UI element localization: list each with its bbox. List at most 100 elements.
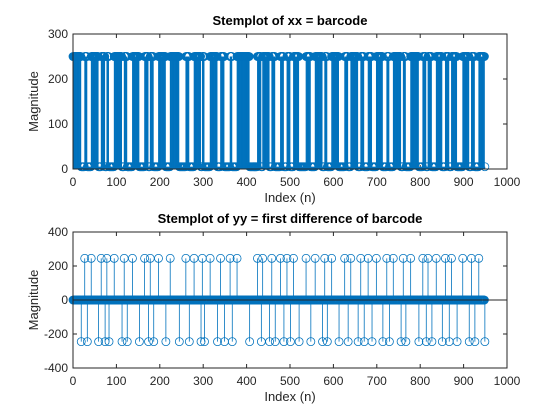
- stem-marker: [431, 253, 441, 263]
- stem-marker: [184, 337, 194, 347]
- bottom-stem-plot: Stemplot of yy = first difference of bar…: [26, 211, 521, 404]
- stem-marker: [320, 253, 330, 263]
- stem-marker: [458, 253, 468, 263]
- x-tick-label: 100: [106, 175, 126, 189]
- stem-marker: [306, 337, 316, 347]
- top-stem-plot: Stemplot of xx = barcode Magnitude Index…: [26, 13, 521, 205]
- stem-marker: [382, 253, 392, 263]
- stem-marker: [480, 337, 490, 347]
- stem-marker: [464, 337, 474, 347]
- stem-marker: [396, 337, 406, 347]
- stem-marker: [265, 337, 275, 347]
- stem-marker: [289, 253, 298, 263]
- stem-marker: [161, 337, 171, 347]
- stem-marker: [310, 253, 320, 263]
- stem-marker: [270, 337, 280, 347]
- stem-marker: [398, 253, 408, 263]
- stem-marker: [401, 337, 411, 347]
- stem-marker: [480, 52, 489, 61]
- x-tick-label: 0: [70, 175, 77, 189]
- stem-marker: [318, 337, 327, 347]
- x-tick-label: 100: [106, 374, 126, 388]
- stem-marker: [144, 337, 153, 347]
- stem-marker: [353, 337, 363, 347]
- bottom-plot-xlabel: Index (n): [264, 389, 315, 404]
- x-tick-label: 500: [280, 374, 300, 388]
- stem-marker: [165, 253, 175, 263]
- x-tick-label: 700: [367, 374, 387, 388]
- stem-marker: [200, 337, 209, 347]
- y-tick-label: -400: [44, 361, 68, 375]
- stem-marker: [232, 253, 242, 263]
- stem-marker: [406, 253, 416, 263]
- top-plot-x-ticks: 0 100 200 300 400 500 600 700 800 900 1000: [70, 34, 521, 189]
- x-tick-label: 1000: [494, 175, 521, 189]
- y-tick-label: 0: [61, 293, 68, 307]
- stem-marker: [414, 337, 424, 347]
- top-plot-axes-box: [72, 33, 508, 170]
- stem-marker: [94, 337, 104, 347]
- stem-marker: [149, 337, 159, 347]
- stem-marker: [286, 337, 295, 347]
- bottom-plot-ylabel: Magnitude: [26, 270, 41, 331]
- y-tick-label: 300: [48, 27, 68, 41]
- stem-marker: [96, 253, 106, 263]
- x-tick-label: 300: [193, 374, 213, 388]
- stem-marker: [227, 337, 237, 347]
- stem-marker: [427, 337, 437, 347]
- x-tick-label: 0: [70, 374, 77, 388]
- stem-marker: [135, 337, 144, 347]
- stem-marker: [301, 253, 311, 263]
- x-tick-label: 200: [150, 175, 170, 189]
- y-tick-label: 400: [48, 225, 68, 239]
- stem-marker: [343, 337, 353, 347]
- x-tick-label: 400: [237, 175, 257, 189]
- stem-marker: [322, 337, 332, 347]
- stem-marker: [154, 253, 163, 263]
- stem-marker: [245, 337, 255, 347]
- stem-marker: [367, 337, 377, 347]
- stem-marker: [82, 337, 92, 347]
- stem-marker: [258, 253, 268, 263]
- stem-marker: [122, 337, 132, 347]
- x-tick-label: 700: [367, 175, 387, 189]
- stem-marker: [388, 253, 398, 263]
- top-plot-title: Stemplot of xx = barcode: [213, 13, 368, 28]
- stem-marker: [196, 337, 206, 347]
- bottom-plot-stems: [68, 253, 507, 347]
- stem-marker: [378, 337, 388, 347]
- stem-marker: [470, 337, 480, 347]
- stem-marker: [384, 337, 394, 347]
- bottom-plot-axes-box: [72, 231, 508, 369]
- stem-marker: [253, 253, 262, 263]
- top-plot-y-ticks: 0 100 200 300: [48, 27, 507, 176]
- y-tick-label: 200: [48, 72, 68, 86]
- top-plot-ylabel: Magnitude: [26, 71, 41, 132]
- stem-marker: [356, 253, 366, 263]
- stem-marker: [346, 253, 356, 263]
- stem-marker: [86, 253, 96, 263]
- stem-marker: [294, 337, 304, 347]
- stem-marker: [282, 253, 292, 263]
- y-tick-label: -200: [44, 327, 68, 341]
- stem-marker: [447, 253, 456, 263]
- stem-marker: [104, 337, 114, 347]
- x-tick-label: 900: [454, 374, 474, 388]
- stem-marker: [267, 253, 277, 263]
- bottom-plot-x-ticks: 0 100 200 300 400 500 600 700 800 900 1000: [70, 232, 521, 388]
- stem-marker: [437, 337, 447, 347]
- x-tick-label: 800: [410, 175, 430, 189]
- stem-marker: [340, 253, 350, 263]
- stem-marker: [102, 253, 112, 263]
- stem-marker: [117, 337, 127, 347]
- bottom-plot-title: Stemplot of yy = first difference of bar…: [158, 211, 423, 226]
- x-tick-label: 600: [323, 374, 343, 388]
- y-tick-label: 0: [61, 162, 68, 176]
- stem-marker: [452, 337, 462, 347]
- y-tick-label: 200: [48, 259, 68, 273]
- stem-marker: [334, 337, 344, 347]
- stem-marker: [327, 253, 337, 263]
- stem-marker: [213, 337, 222, 347]
- stem-marker: [205, 253, 215, 263]
